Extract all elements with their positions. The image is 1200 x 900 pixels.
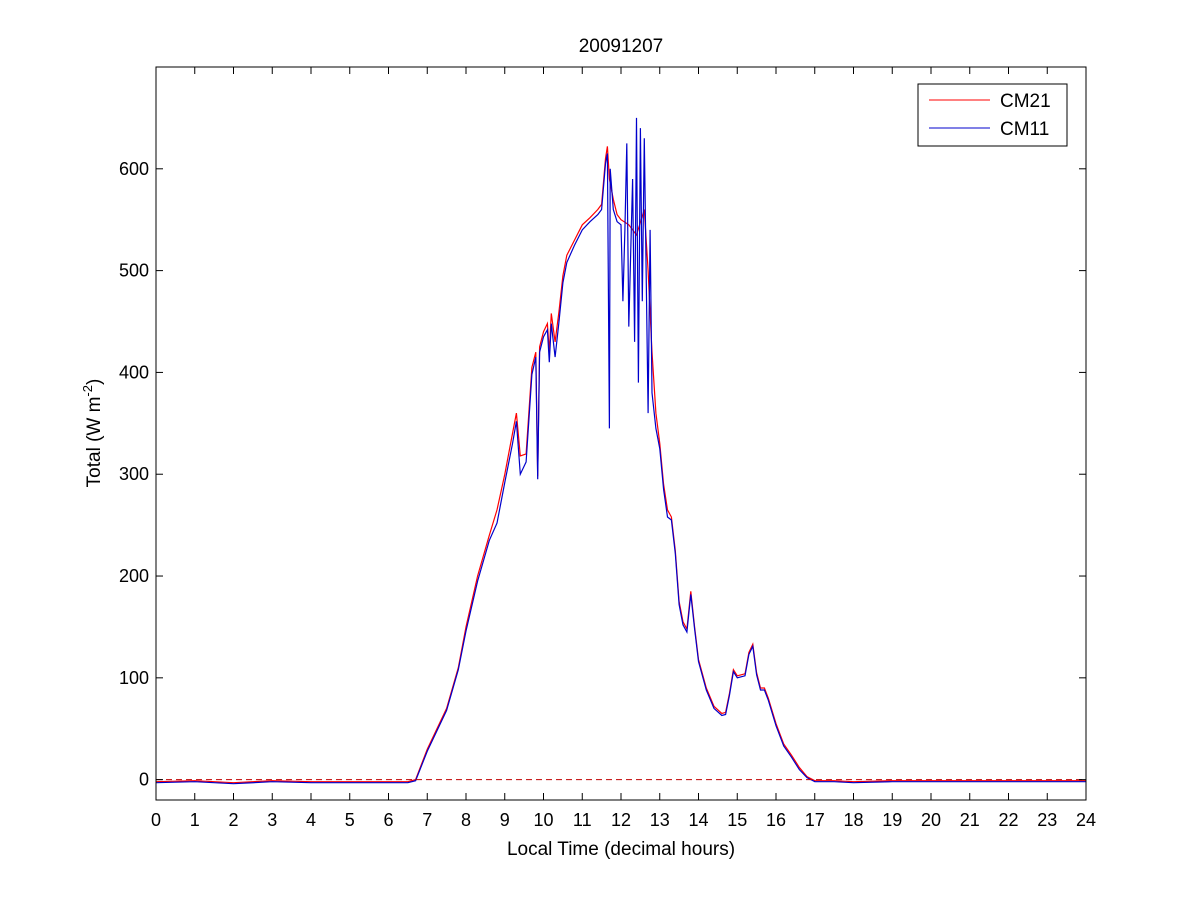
plot-area [156, 67, 1086, 800]
series-line-cm11 [155, 117, 1086, 785]
x-tick-label: 24 [1076, 810, 1096, 830]
x-tick-label: 3 [267, 810, 277, 830]
x-tick-label: 8 [461, 810, 471, 830]
chart-title: 20091207 [579, 36, 664, 57]
series-layer [155, 117, 1086, 785]
x-tick-label: 7 [422, 810, 432, 830]
y-axis-label-main: Total (W m [84, 397, 105, 488]
x-axis: 0 1 2 3 4 5 6 7 8 9 10 11 12 13 14 15 16 17 18 19 20 21 22 23 24 [151, 67, 1096, 830]
x-tick-label: 0 [151, 810, 161, 830]
y-axis: 0 100 200 300 400 500 600 [119, 159, 1086, 790]
legend-box [917, 83, 1068, 147]
y-tick-label: 500 [119, 261, 149, 281]
x-tick-label: 22 [998, 810, 1018, 830]
y-axis-label-superscript: -2 [80, 385, 95, 397]
y-tick-label: 600 [119, 159, 149, 179]
y-axis-label: Total (W m-2) [80, 379, 105, 488]
x-tick-label: 10 [533, 810, 553, 830]
x-tick-label: 6 [383, 810, 393, 830]
x-tick-label: 2 [228, 810, 238, 830]
legend-label-cm11: CM11 [1000, 119, 1049, 140]
y-tick-label: 200 [119, 566, 149, 586]
legend-label-cm21: CM21 [1000, 91, 1051, 112]
x-tick-label: 4 [306, 810, 316, 830]
x-tick-label: 9 [500, 810, 510, 830]
y-tick-label: 300 [119, 464, 149, 484]
y-tick-label: 400 [119, 362, 149, 382]
x-tick-label: 15 [727, 810, 747, 830]
y-axis-label-close: ) [84, 379, 105, 385]
x-tick-label: 21 [960, 810, 980, 830]
x-tick-label: 23 [1037, 810, 1057, 830]
x-tick-label: 11 [573, 810, 592, 830]
x-tick-label: 12 [611, 810, 631, 830]
y-tick-label: 0 [139, 770, 149, 790]
x-tick-label: 17 [805, 810, 825, 830]
x-tick-label: 14 [688, 810, 708, 830]
x-tick-label: 5 [345, 810, 355, 830]
y-tick-label: 100 [119, 668, 149, 688]
x-axis-label: Local Time (decimal hours) [507, 839, 735, 860]
x-tick-label: 13 [650, 810, 670, 830]
x-tick-label: 16 [766, 810, 786, 830]
x-tick-label: 19 [882, 810, 902, 830]
legend: CM21 CM11 [917, 83, 1068, 147]
x-tick-label: 18 [843, 810, 863, 830]
series-line-cm21 [155, 146, 1086, 784]
x-tick-label: 20 [921, 810, 941, 830]
x-tick-label: 1 [190, 810, 200, 830]
